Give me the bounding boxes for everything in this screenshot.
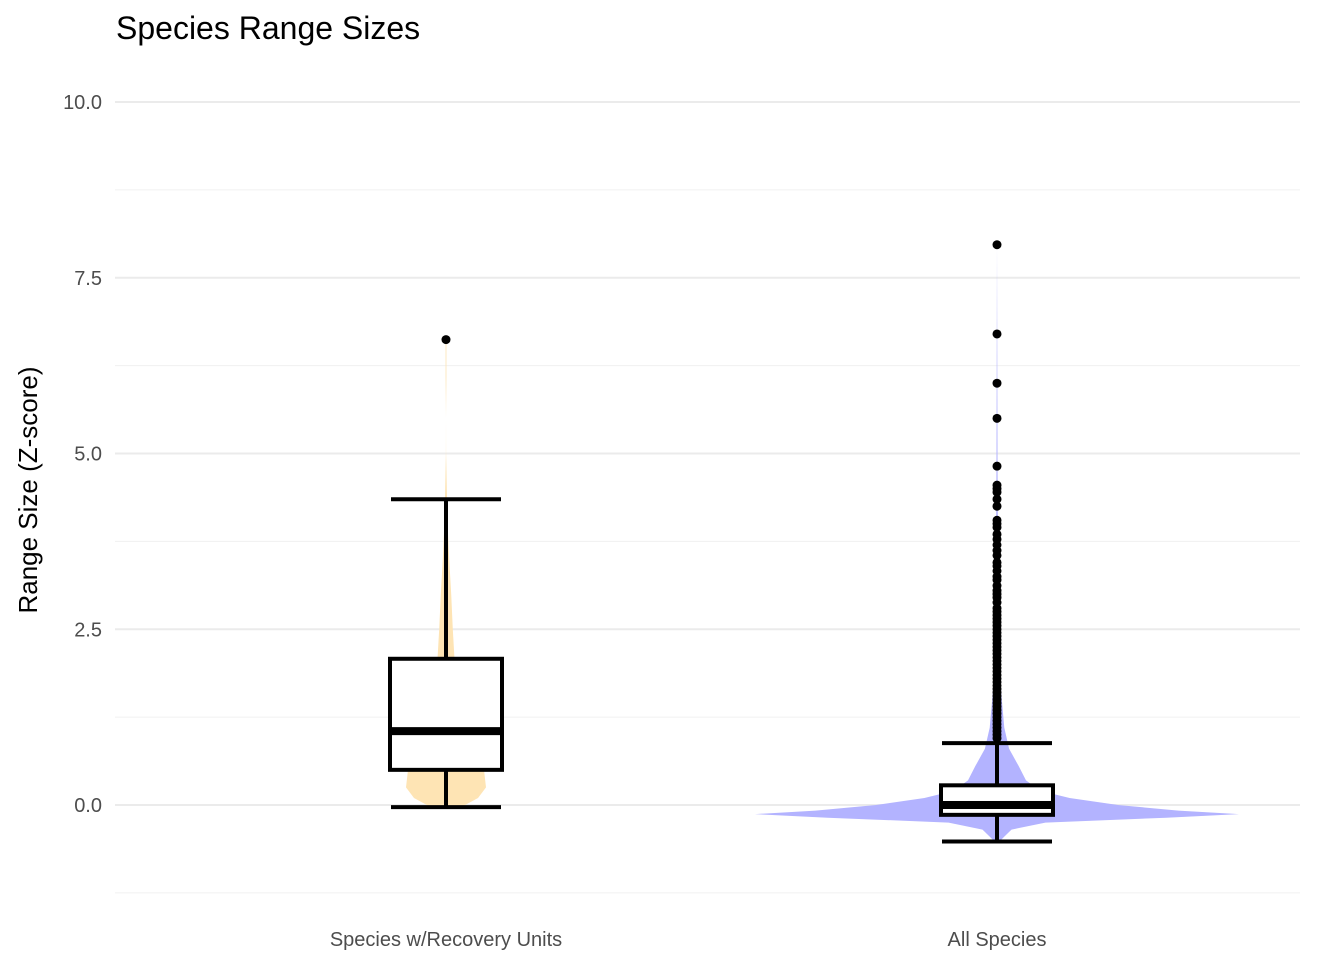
y-tick-label: 0.0 [74, 795, 102, 817]
outlier-point [992, 329, 1002, 339]
boxplot [939, 741, 1055, 844]
box-iqr [939, 783, 1055, 817]
chart-title: Species Range Sizes [116, 10, 421, 46]
outlier-point [992, 487, 1002, 497]
outlier-point [992, 733, 1002, 743]
boxplots [388, 497, 1055, 844]
violins [406, 242, 1239, 842]
y-tick-label: 10.0 [63, 92, 102, 114]
x-tick-label: All Species [948, 929, 1047, 951]
outlier-point [992, 494, 1002, 504]
box-iqr [388, 656, 504, 772]
outlier-point [441, 335, 451, 345]
y-tick-label: 7.5 [74, 268, 102, 290]
boxplot [388, 497, 504, 810]
outlier-point [992, 413, 1002, 423]
y-axis-ticks: 0.0 2.5 5.0 7.5 10.0 [63, 92, 102, 817]
x-tick-label: Species w/Recovery Units [330, 929, 562, 951]
y-tick-label: 2.5 [74, 619, 102, 641]
outlier-point [992, 522, 1002, 532]
outlier-points [441, 240, 1002, 743]
outlier-point [992, 550, 1002, 560]
grid-lines [115, 101, 1300, 894]
outlier-point [992, 240, 1002, 250]
y-tick-label: 5.0 [74, 444, 102, 466]
y-axis-title: Range Size (Z-score) [13, 366, 43, 613]
outlier-point [992, 501, 1002, 511]
outlier-point [992, 378, 1002, 388]
x-axis-ticks: Species w/Recovery Units All Species [330, 929, 1047, 951]
outlier-point [992, 461, 1002, 471]
